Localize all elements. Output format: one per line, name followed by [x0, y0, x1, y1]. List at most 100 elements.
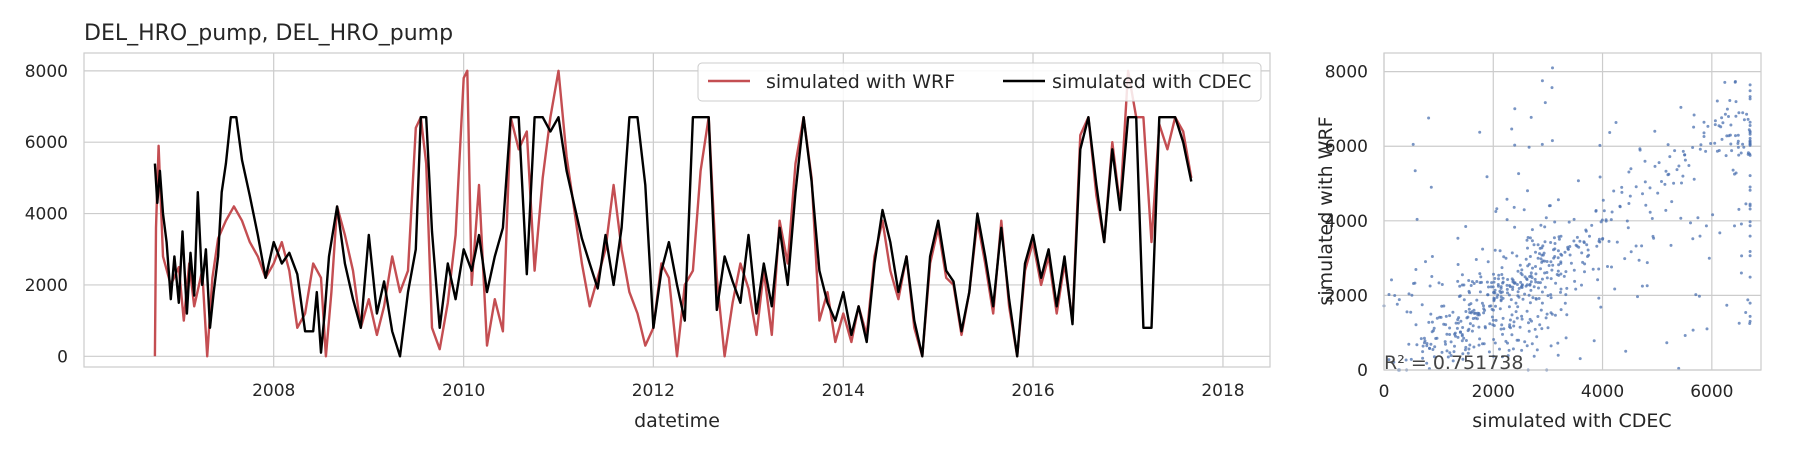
- scatter-point: [1553, 220, 1557, 224]
- scatter-point: [1518, 263, 1522, 267]
- scatter-point: [1472, 308, 1476, 312]
- scatter-point: [1492, 324, 1496, 328]
- legend-wrf-label: simulated with WRF: [766, 71, 955, 93]
- scatter-point: [1520, 273, 1524, 277]
- scatter-point: [1474, 258, 1478, 261]
- scatter-point: [1531, 266, 1534, 270]
- scatter-point: [1511, 347, 1515, 351]
- scatter-point: [1737, 321, 1741, 325]
- scatter-point: [1739, 151, 1743, 155]
- scatter-point: [1613, 287, 1617, 291]
- scatter-point: [1522, 208, 1526, 212]
- scatter-point: [1493, 341, 1497, 345]
- scatter-point: [1494, 210, 1498, 213]
- scatter-point: [1492, 354, 1495, 358]
- scatter-point: [1556, 269, 1560, 273]
- scatter-point: [1637, 258, 1641, 262]
- scatter-point: [1540, 290, 1544, 294]
- scatter-point: [1568, 245, 1572, 248]
- scatter-point: [1679, 105, 1683, 109]
- scatter-point: [1733, 80, 1737, 83]
- scatter-point: [1689, 221, 1692, 225]
- scatter-point: [1455, 326, 1459, 330]
- scatter-point: [1725, 303, 1729, 307]
- scatter-point: [1683, 158, 1687, 162]
- series-cdec-line: [153, 116, 1193, 358]
- scatter-point: [1544, 216, 1548, 220]
- scatter-point: [1466, 351, 1470, 355]
- scatter-point: [1486, 293, 1490, 297]
- scatter-point: [1543, 101, 1547, 105]
- scatter-point: [1456, 335, 1460, 339]
- scatter-point: [1448, 314, 1452, 318]
- scatter-point: [1715, 99, 1719, 103]
- scatter-point: [1537, 297, 1541, 300]
- scatter-point: [1587, 253, 1591, 257]
- scatter-point: [1559, 308, 1563, 312]
- scatter-point: [1449, 354, 1453, 357]
- timeseries-y-tick-label: 2000: [25, 276, 68, 296]
- scatter-point: [1559, 272, 1563, 276]
- scatter-point: [1741, 111, 1745, 115]
- scatter-point: [1529, 115, 1533, 119]
- scatter-point: [1411, 142, 1415, 146]
- scatter-point: [1595, 244, 1599, 248]
- scatter-point: [1563, 250, 1567, 254]
- scatter-point: [1454, 334, 1457, 338]
- scatter-point: [1487, 350, 1491, 354]
- scatter-point: [1698, 147, 1702, 151]
- scatter-point: [1525, 344, 1529, 348]
- scatter-point: [1387, 358, 1391, 362]
- scatter-point: [1469, 284, 1473, 287]
- scatter-point: [1596, 278, 1600, 282]
- scatter-point: [1614, 121, 1618, 124]
- scatter-point: [1748, 174, 1752, 178]
- scatter-point: [1691, 328, 1695, 332]
- scatter-point: [1620, 185, 1624, 189]
- scatter-point: [1545, 312, 1549, 316]
- scatter-point: [1482, 311, 1486, 315]
- scatter-point: [1488, 322, 1492, 326]
- scatter-point: [1668, 155, 1672, 159]
- scatter-point: [1407, 292, 1411, 296]
- scatter-point: [1748, 322, 1752, 325]
- scatter-point: [1460, 339, 1464, 343]
- scatter-point: [1581, 260, 1585, 264]
- scatter-x-tick-label: 2000: [1472, 382, 1515, 402]
- scatter-point: [1607, 239, 1611, 243]
- scatter-point: [1464, 345, 1468, 349]
- scatter-point: [1437, 281, 1441, 285]
- scatter-point: [1524, 257, 1528, 261]
- timeseries-y-ticks: 0 2000 4000 6000 8000: [25, 62, 68, 367]
- scatter-point: [1493, 288, 1497, 292]
- scatter-point: [1534, 272, 1538, 276]
- legend: simulated with WRF simulated with CDEC: [697, 62, 1262, 102]
- scatter-point: [1719, 125, 1723, 129]
- scatter-point: [1468, 343, 1472, 347]
- scatter-point: [1559, 234, 1563, 238]
- scatter-point: [1737, 207, 1741, 211]
- scatter-point: [1516, 290, 1520, 294]
- scatter-point: [1512, 205, 1516, 209]
- scatter-point: [1564, 270, 1568, 274]
- scatter-point: [1725, 107, 1729, 111]
- scatter-point: [1435, 316, 1439, 320]
- scatter-point: [1748, 153, 1752, 157]
- scatter-point: [1538, 323, 1542, 327]
- scatter-point: [1528, 275, 1532, 279]
- scatter-point: [1718, 231, 1722, 235]
- scatter-point: [1507, 348, 1511, 352]
- scatter-point: [1468, 291, 1471, 295]
- scatter-x-ticks: 0 2000 4000 6000: [1379, 382, 1734, 402]
- scatter-point: [1514, 310, 1518, 314]
- scatter-point: [1636, 295, 1639, 299]
- scatter-point: [1677, 366, 1681, 370]
- scatter-point: [1705, 327, 1709, 331]
- scatter-point: [1536, 281, 1540, 284]
- scatter-point: [1525, 277, 1529, 281]
- scatter-point: [1569, 261, 1573, 265]
- scatter-point: [1529, 280, 1533, 284]
- scatter-point: [1460, 273, 1464, 277]
- scatter-point: [1498, 289, 1502, 293]
- scatter-point: [1656, 191, 1660, 195]
